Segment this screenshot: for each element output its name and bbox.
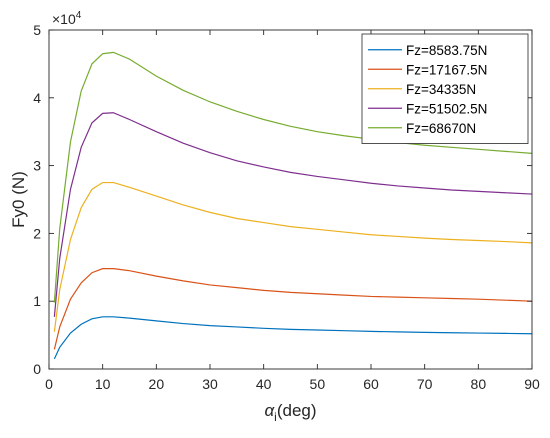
legend-items: Fz=8583.75N Fz=17167.5N Fz=34335N Fz=51502.… xyxy=(368,43,487,136)
series-line-4 xyxy=(53,112,533,317)
x-tick-label: 30 xyxy=(202,376,218,392)
x-axis-label-subscript: i xyxy=(274,410,277,424)
legend-label-3: Fz=34335N xyxy=(406,82,476,97)
series-line-1 xyxy=(53,316,533,360)
exponent-label: ×104 xyxy=(52,10,82,27)
y-tick-label: 4 xyxy=(33,90,41,106)
y-tick-label: 0 xyxy=(33,361,41,377)
x-tick-label: 80 xyxy=(471,376,487,392)
x-tick-label: 10 xyxy=(95,376,111,392)
y-tick-label: 5 xyxy=(33,22,41,38)
x-tick-label: 50 xyxy=(310,376,326,392)
y-tick-label: 1 xyxy=(33,293,41,309)
exponent-base: ×10 xyxy=(52,11,76,27)
series-line-5 xyxy=(53,51,533,303)
series-line-3 xyxy=(53,181,533,332)
y-tick-label: 3 xyxy=(33,158,41,174)
legend-label-2: Fz=17167.5N xyxy=(406,62,487,77)
legend-label-1: Fz=8583.75N xyxy=(406,43,487,58)
x-tick-label: 0 xyxy=(45,376,53,392)
y-axis-label: Fy0 (N) xyxy=(9,171,28,228)
series-line-2 xyxy=(53,268,533,350)
x-axis-label: αi(deg) xyxy=(264,401,316,424)
x-axis-label-unit: (deg) xyxy=(277,401,317,420)
x-tick-label: 90 xyxy=(524,376,540,392)
legend: Fz=8583.75N Fz=17167.5N Fz=34335N Fz=51502.… xyxy=(361,33,529,144)
x-tick-label: 20 xyxy=(149,376,165,392)
x-tick-label: 70 xyxy=(417,376,433,392)
x-tick-label: 40 xyxy=(256,376,272,392)
x-tick-label: 60 xyxy=(363,376,379,392)
axes-box xyxy=(48,29,533,370)
series-layer xyxy=(53,51,533,360)
legend-label-5: Fz=68670N xyxy=(406,121,476,136)
y-tick-label: 2 xyxy=(33,225,41,241)
x-axis-label-symbol: α xyxy=(264,401,275,420)
legend-label-4: Fz=51502.5N xyxy=(406,101,487,116)
axes-layer xyxy=(48,29,533,370)
exponent-power: 4 xyxy=(76,10,82,21)
ticks-layer: 0 10 20 30 40 50 60 70 80 90 0 1 2 3 4 5 xyxy=(33,22,540,392)
